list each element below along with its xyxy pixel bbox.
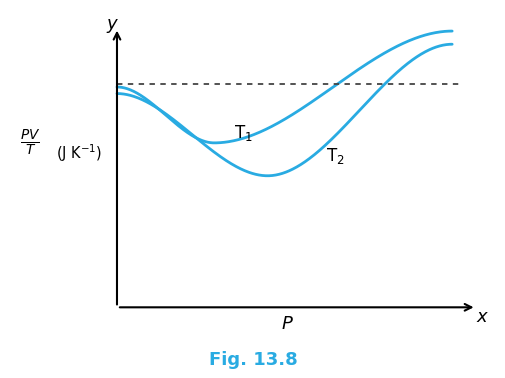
Text: $P$: $P$ [280,315,293,333]
Text: (J K$^{-1}$): (J K$^{-1}$) [56,142,103,164]
Text: $\frac{PV}{T}$: $\frac{PV}{T}$ [20,128,40,158]
Text: y: y [107,15,117,34]
Text: T$_1$: T$_1$ [233,123,252,143]
Text: T$_2$: T$_2$ [326,146,344,166]
Text: x: x [475,308,486,326]
Text: Fig. 13.8: Fig. 13.8 [208,351,297,369]
